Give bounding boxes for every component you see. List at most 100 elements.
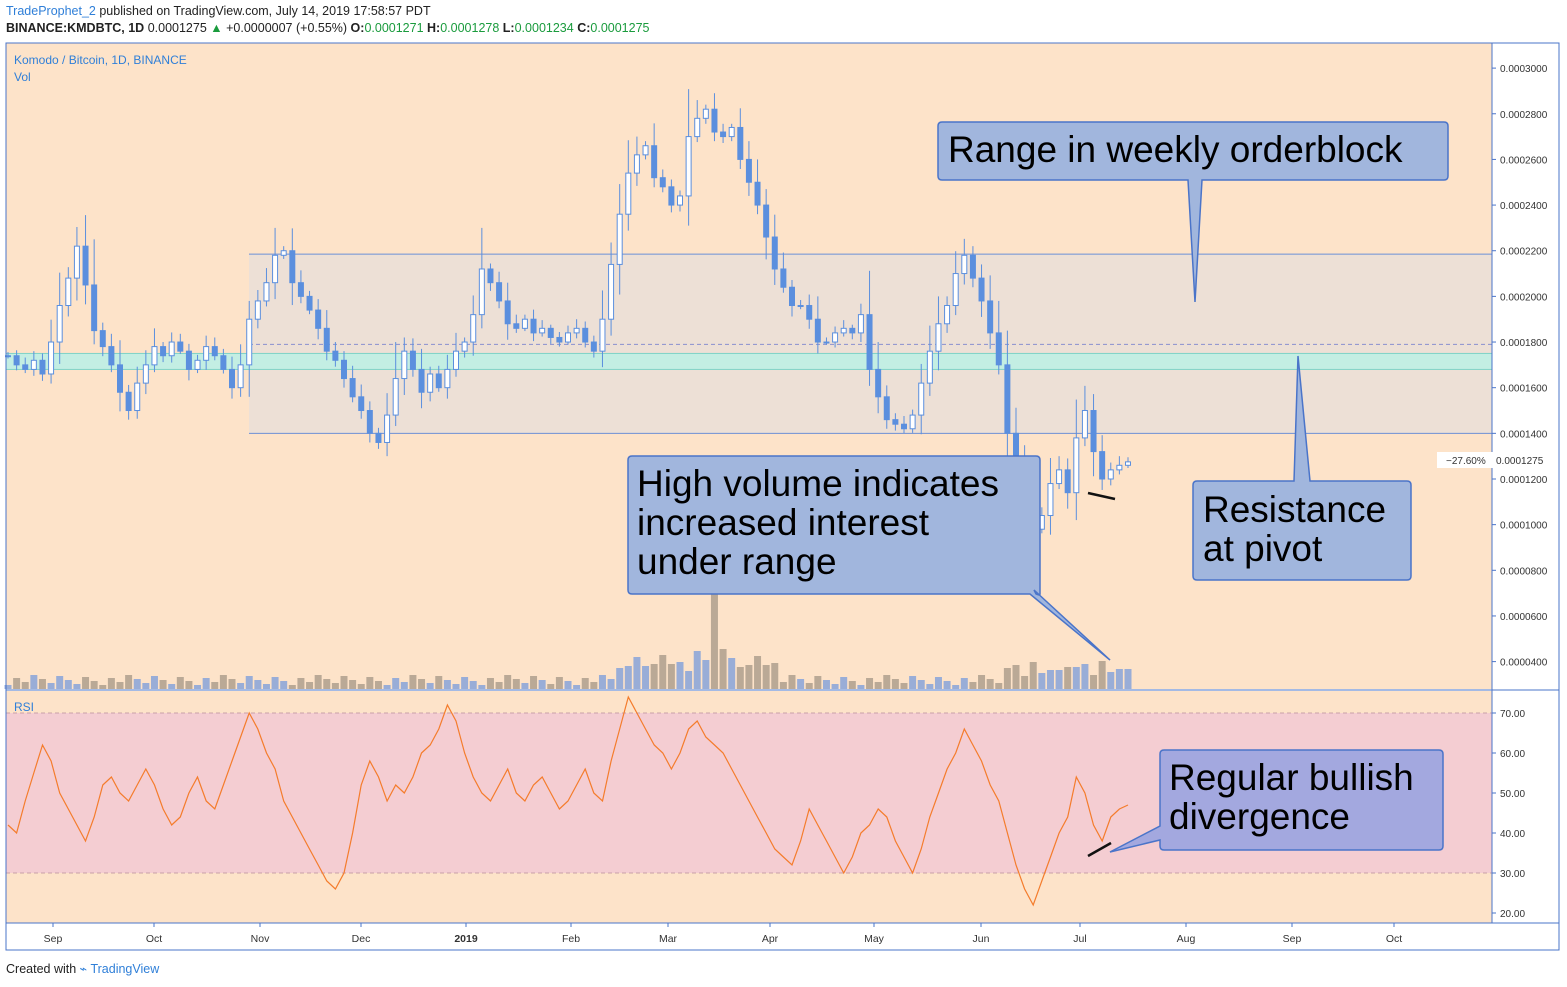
volume-bar	[702, 660, 710, 689]
candle	[332, 342, 339, 367]
candle	[263, 268, 270, 307]
candle	[349, 365, 356, 403]
candle	[358, 384, 365, 419]
candle	[565, 325, 571, 345]
candle	[48, 319, 55, 384]
volume-bar	[521, 683, 529, 689]
candle	[134, 366, 141, 419]
volume-bar	[409, 675, 417, 689]
candle	[470, 295, 477, 356]
symbol-label: BINANCE:KMDBTC, 1D	[6, 21, 145, 35]
volume-bar	[1115, 669, 1123, 689]
volume-bar	[245, 676, 253, 689]
candle	[177, 333, 184, 354]
candle	[160, 342, 167, 363]
volume-bar	[82, 677, 90, 689]
candle	[73, 226, 80, 301]
volume-bar	[461, 677, 469, 689]
candle	[254, 289, 261, 329]
time-tick-label: Oct	[1386, 933, 1402, 945]
volume-bar	[814, 676, 822, 689]
price-tick-label: 0.0002800	[1500, 110, 1548, 121]
candle	[203, 335, 210, 370]
candle	[289, 228, 296, 306]
volume-bar	[125, 675, 133, 689]
candle	[496, 271, 503, 309]
candle	[883, 385, 890, 429]
volume-bar	[866, 678, 874, 689]
high-value: 0.0001278	[440, 21, 500, 35]
candle	[840, 320, 847, 337]
volume-bar	[435, 676, 443, 689]
candle	[969, 246, 976, 288]
candle	[444, 354, 451, 399]
candle	[521, 314, 528, 332]
candle	[125, 384, 132, 420]
rsi-tick-label: 50.00	[1500, 789, 1525, 800]
volume-bar	[883, 675, 891, 689]
time-tick-label: Aug	[1177, 933, 1196, 945]
price-tick-label: 0.0001600	[1500, 384, 1548, 395]
current-price-label: 0.0001275	[1496, 456, 1544, 467]
candle	[211, 337, 218, 361]
callout-bullish-divergence	[1109, 749, 1444, 853]
callout-divergence-line: divergence	[1169, 796, 1350, 837]
volume-bar	[495, 682, 503, 689]
volume-bar	[392, 678, 400, 689]
time-tick-label: Apr	[762, 933, 779, 945]
volume-bar	[90, 681, 98, 689]
candle	[832, 326, 839, 348]
candle	[711, 93, 718, 142]
footer: Created with ⌁ TradingView	[6, 961, 159, 976]
volume-bar	[805, 683, 813, 689]
candle	[995, 300, 1002, 375]
volume-bar	[1090, 675, 1098, 689]
volume-bar	[590, 682, 598, 689]
volume-bar	[512, 679, 520, 689]
volume-bar	[1124, 669, 1132, 689]
volume-bar	[38, 679, 46, 689]
volume-bar	[771, 663, 779, 689]
volume-bar	[4, 685, 12, 689]
volume-bar	[934, 677, 942, 689]
candle	[625, 140, 632, 231]
publish-info: TradeProphet_2 published on TradingView.…	[6, 4, 431, 18]
candle	[151, 328, 158, 373]
low-label: L:	[502, 21, 515, 35]
volume-bar	[745, 665, 753, 689]
callout-range-orderblock	[937, 121, 1449, 303]
volume-bar	[728, 658, 736, 689]
candle	[780, 252, 787, 293]
volume-bar	[1038, 673, 1046, 689]
volume-bar	[185, 681, 193, 689]
candle	[246, 300, 253, 397]
candle	[1056, 456, 1063, 490]
candle	[513, 314, 520, 333]
volume-bar	[383, 685, 391, 689]
time-tick-label: 2019	[454, 933, 478, 945]
volume-bar	[254, 680, 262, 689]
volume-bar	[331, 683, 339, 689]
tradingview-brand[interactable]: TradingView	[90, 962, 160, 976]
candle	[168, 332, 175, 363]
rsi-axis: 20.00 30.00 40.00 50.00 60.00 70.00	[1492, 709, 1525, 920]
price-tick-label: 0.0001200	[1500, 475, 1548, 486]
candle	[685, 89, 692, 226]
last-price: 0.0001275	[147, 21, 207, 35]
candle	[392, 342, 399, 427]
author-link[interactable]: TradeProphet_2	[6, 4, 96, 18]
volume-bar	[1055, 670, 1063, 689]
callout-divergence-line: Regular bullish	[1169, 757, 1414, 798]
volume-bar	[710, 529, 718, 689]
candle	[926, 325, 933, 396]
volume-bar	[314, 675, 322, 689]
candle	[1004, 330, 1011, 475]
candle	[651, 123, 658, 188]
callout-resistance-line: at pivot	[1203, 528, 1323, 569]
volume-bar	[323, 679, 331, 689]
volume-bar	[469, 681, 477, 689]
close-label: C:	[577, 21, 591, 35]
volume-bar	[99, 685, 107, 689]
callout-high-volume-text: High volume indicates increased interest…	[637, 463, 1009, 582]
